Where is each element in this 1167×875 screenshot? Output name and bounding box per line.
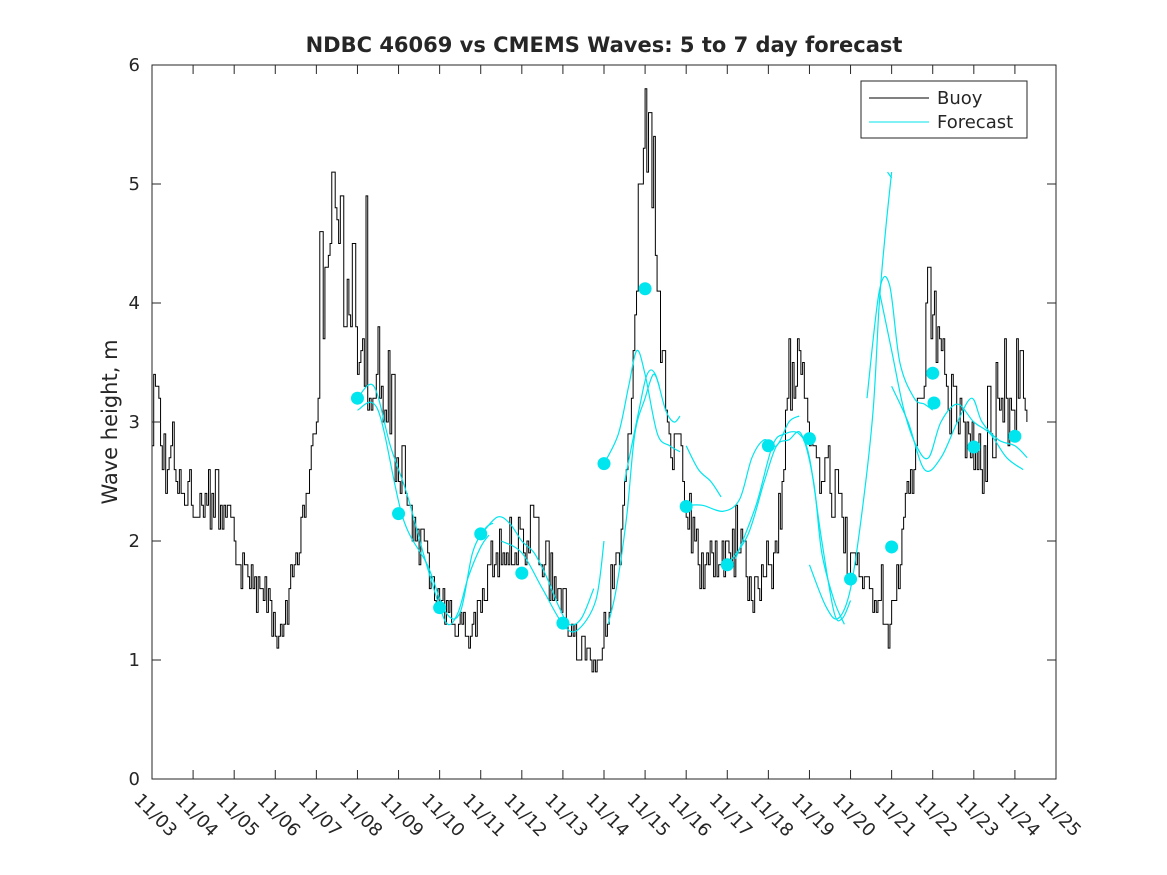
legend: Buoy Forecast	[860, 80, 1028, 139]
y-axis-label: Wave height, m	[98, 339, 122, 504]
forecast-marker-14	[885, 540, 899, 554]
y-tick-label: 3	[129, 412, 140, 433]
forecast-line-15	[878, 290, 1024, 471]
forecast-marker-7	[597, 457, 611, 471]
forecast-line-9	[685, 445, 722, 498]
y-tick-label: 0	[129, 769, 140, 790]
y-tick-label: 4	[129, 293, 140, 314]
chart-title: NDBC 46069 vs CMEMS Waves: 5 to 7 day fo…	[306, 33, 903, 57]
forecast-marker-2	[392, 507, 406, 521]
forecast-marker-4	[474, 527, 488, 541]
y-tick-label: 2	[129, 531, 140, 552]
forecast-marker-13	[844, 572, 858, 586]
forecast-marker-9	[679, 499, 693, 513]
forecast-marker-12	[802, 432, 816, 446]
forecast-marker-3	[433, 601, 447, 615]
forecast-marker-10	[720, 558, 734, 572]
y-tick-label: 5	[129, 174, 140, 195]
forecast-line-1	[357, 383, 490, 626]
forecast-line-13	[887, 171, 893, 179]
forecast-marker-16	[927, 396, 941, 410]
forecast-marker-8	[638, 282, 652, 296]
legend-label-forecast: Forecast	[937, 112, 1013, 133]
y-tick-label: 6	[129, 55, 140, 76]
buoy-series-line	[152, 88, 1028, 673]
forecast-marker-11	[761, 439, 775, 453]
forecast-line-7	[607, 373, 661, 625]
legend-label-buoy: Buoy	[937, 88, 983, 109]
legend-box	[860, 80, 1028, 139]
forecast-line-8	[686, 415, 800, 512]
series-layer	[152, 88, 1028, 673]
forecast-line-3	[480, 516, 595, 626]
plot-area	[152, 65, 1056, 779]
forecast-marker-1	[350, 391, 364, 405]
forecast-marker-5	[515, 566, 529, 580]
forecast-line-14	[866, 275, 934, 411]
axes-box	[151, 64, 1057, 780]
forecast-line-12	[808, 172, 893, 620]
forecast-marker-15	[926, 366, 940, 380]
forecast-marker-18	[1008, 429, 1022, 443]
forecast-line-6	[623, 369, 681, 482]
y-tick-label: 1	[129, 650, 140, 671]
forecast-line-16	[891, 386, 1028, 472]
forecast-line-11	[734, 431, 852, 622]
forecast-marker-17	[967, 440, 981, 454]
forecast-line-5	[603, 349, 681, 464]
forecast-marker-6	[556, 616, 570, 630]
